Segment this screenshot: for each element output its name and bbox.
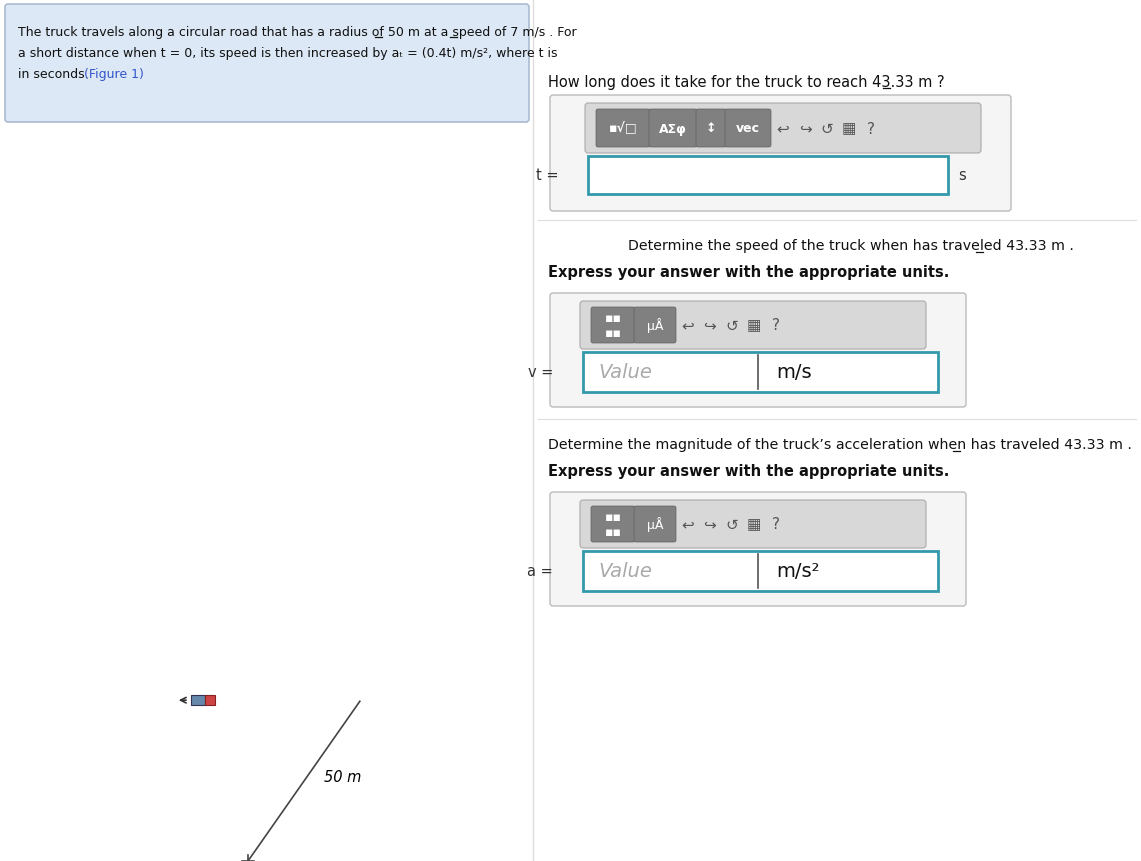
Text: a short distance when t = 0, its speed is then increased by aₜ = (0.4t) m/s², wh: a short distance when t = 0, its speed i… [18, 47, 558, 60]
FancyBboxPatch shape [5, 5, 529, 123]
FancyBboxPatch shape [591, 307, 636, 344]
Text: ↩: ↩ [681, 318, 695, 333]
Text: ↕: ↕ [706, 122, 717, 135]
Text: ↺: ↺ [820, 121, 833, 136]
Text: ▦: ▦ [747, 318, 761, 333]
Text: vec: vec [736, 122, 760, 135]
FancyBboxPatch shape [191, 696, 205, 705]
FancyBboxPatch shape [580, 301, 926, 350]
FancyBboxPatch shape [585, 104, 981, 154]
FancyBboxPatch shape [550, 294, 966, 407]
Text: ▪√□: ▪√□ [608, 122, 638, 135]
Text: ↺: ↺ [726, 517, 738, 532]
Text: ↩: ↩ [777, 121, 790, 136]
Text: ?: ? [772, 517, 780, 532]
FancyBboxPatch shape [634, 307, 675, 344]
Text: in seconds.: in seconds. [18, 68, 89, 81]
FancyBboxPatch shape [205, 696, 215, 705]
Text: s: s [958, 168, 965, 183]
Text: Express your answer with the appropriate units.: Express your answer with the appropriate… [548, 463, 949, 479]
Text: Value: Value [598, 363, 652, 382]
FancyBboxPatch shape [583, 551, 938, 592]
Text: (Figure 1): (Figure 1) [84, 68, 144, 81]
Text: a =: a = [527, 564, 553, 579]
FancyBboxPatch shape [596, 110, 650, 148]
Text: Express your answer with the appropriate units.: Express your answer with the appropriate… [548, 264, 949, 280]
Text: ↺: ↺ [726, 318, 738, 333]
Text: 50 m: 50 m [324, 769, 362, 784]
Text: ▦: ▦ [842, 121, 856, 136]
Text: ▦: ▦ [747, 517, 761, 532]
Text: Determine the magnitude of the truck’s acceleration when has traveled 43.33 m .: Determine the magnitude of the truck’s a… [548, 437, 1132, 451]
Text: The truck travels along a circular road that has a radius of 50 m at a speed of : The truck travels along a circular road … [18, 26, 576, 39]
Text: m/s: m/s [776, 363, 811, 382]
FancyBboxPatch shape [550, 96, 1011, 212]
Text: AΣφ: AΣφ [659, 122, 687, 135]
Text: ↪: ↪ [704, 517, 717, 532]
FancyBboxPatch shape [588, 157, 948, 195]
Text: How long does it take for the truck to reach 43.33 m ?: How long does it take for the truck to r… [548, 75, 945, 90]
Text: Value: Value [598, 562, 652, 581]
Text: ?: ? [867, 121, 875, 136]
Text: t =: t = [535, 168, 558, 183]
FancyBboxPatch shape [583, 353, 938, 393]
Text: μÅ: μÅ [647, 517, 663, 532]
FancyBboxPatch shape [696, 110, 726, 148]
Text: v =: v = [527, 365, 553, 380]
FancyBboxPatch shape [634, 506, 675, 542]
FancyBboxPatch shape [591, 506, 636, 542]
FancyBboxPatch shape [550, 492, 966, 606]
Text: μÅ: μÅ [647, 319, 663, 333]
Text: ↪: ↪ [704, 318, 717, 333]
Text: m/s²: m/s² [776, 562, 819, 581]
FancyBboxPatch shape [725, 110, 771, 148]
Text: Determine the speed of the truck when has traveled 43.33 m .: Determine the speed of the truck when ha… [628, 238, 1074, 253]
Text: ?: ? [772, 318, 780, 333]
Text: ↪: ↪ [799, 121, 811, 136]
FancyBboxPatch shape [649, 110, 697, 148]
Text: ↩: ↩ [681, 517, 695, 532]
Text: ▪▪
▪▪: ▪▪ ▪▪ [605, 312, 622, 339]
FancyBboxPatch shape [580, 500, 926, 548]
Text: ▪▪
▪▪: ▪▪ ▪▪ [605, 511, 622, 538]
